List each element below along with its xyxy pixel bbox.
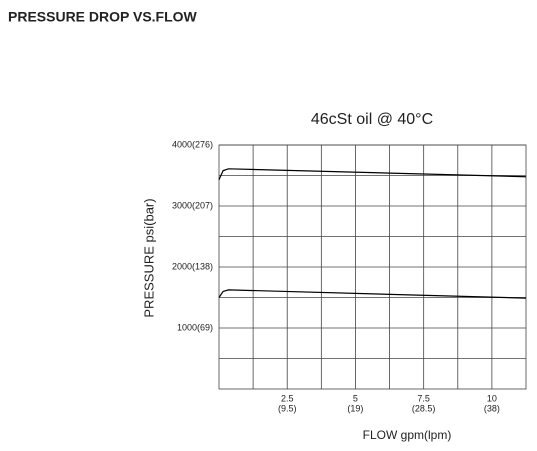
x-tick-label: 7.5 [417, 393, 430, 403]
y-tick-label: 3000(207) [172, 200, 213, 210]
x-tick-label: 2.5 [281, 393, 294, 403]
x-tick-label-secondary: (19) [347, 403, 363, 413]
x-tick-label-secondary: (9.5) [278, 403, 297, 413]
y-tick-label: 1000(69) [177, 322, 213, 332]
y-tick-label: 2000(138) [172, 261, 213, 271]
chart-title: 46cSt oil @ 40°C [311, 111, 433, 128]
x-axis-label: FLOW gpm(lpm) [363, 428, 452, 442]
data-line [218, 168, 527, 181]
y-axis-label: PRESSURE psi(bar) [141, 198, 156, 317]
x-tick-label: 10 [487, 393, 497, 403]
page-title: PRESSURE DROP VS.FLOW [8, 9, 198, 25]
x-tick-label-secondary: (38) [484, 403, 500, 413]
x-tick-label: 5 [353, 393, 358, 403]
y-tick-label: 4000(276) [172, 139, 213, 149]
data-line [218, 289, 527, 299]
x-tick-label-secondary: (28.5) [412, 403, 436, 413]
